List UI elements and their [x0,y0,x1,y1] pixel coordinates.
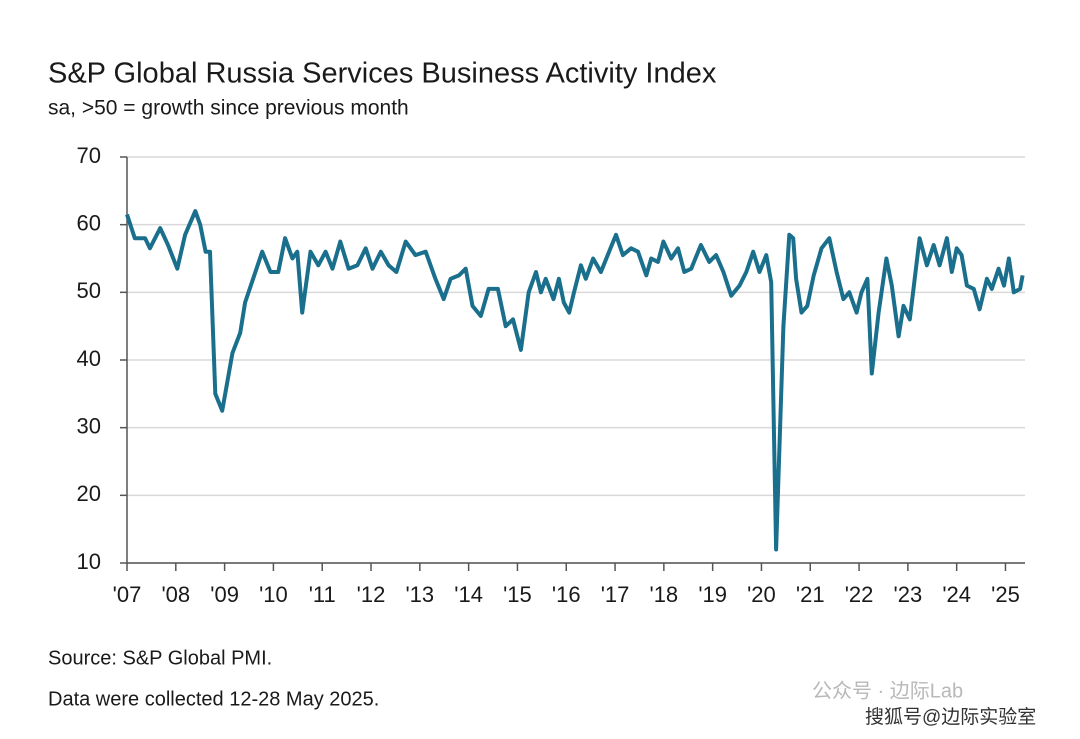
x-tick-label: '16 [552,582,581,607]
x-tick-label: '20 [747,582,776,607]
x-tick-label: '21 [796,582,825,607]
x-tick-label: '13 [405,582,434,607]
x-tick-label: '09 [210,582,239,607]
x-tick-label: '11 [309,582,336,607]
x-tick-label: '15 [503,582,532,607]
x-tick-label: '17 [601,582,630,607]
x-tick-label: '22 [845,582,874,607]
y-tick-label: 60 [77,210,101,235]
x-tick-label: '12 [357,582,386,607]
x-tick-label: '14 [454,582,483,607]
y-tick-label: 50 [77,278,101,303]
x-tick-label: '25 [991,582,1020,607]
x-tick-label: '08 [161,582,190,607]
y-tick-label: 10 [77,549,101,574]
y-tick-label: 30 [77,413,101,438]
chart-title: S&P Global Russia Services Business Acti… [48,58,717,90]
x-tick-label: '23 [894,582,923,607]
y-tick-label: 70 [77,143,101,168]
x-tick-label: '19 [698,582,727,607]
watermark: 公众号 · 边际Lab [812,679,963,702]
watermark: 搜狐号@边际实验室 [865,706,1036,728]
source: Source: S&P Global PMI. [48,647,272,669]
x-tick-label: '18 [650,582,679,607]
y-tick-label: 20 [77,481,101,506]
x-tick-label: '24 [942,582,971,607]
note: Data were collected 12-28 May 2025. [48,688,379,710]
x-tick-label: '10 [259,582,288,607]
y-tick-label: 40 [77,346,101,371]
series-line [125,209,1025,552]
chart-subtitle: sa, >50 = growth since previous month [48,97,409,120]
x-tick-label: '07 [113,582,142,607]
